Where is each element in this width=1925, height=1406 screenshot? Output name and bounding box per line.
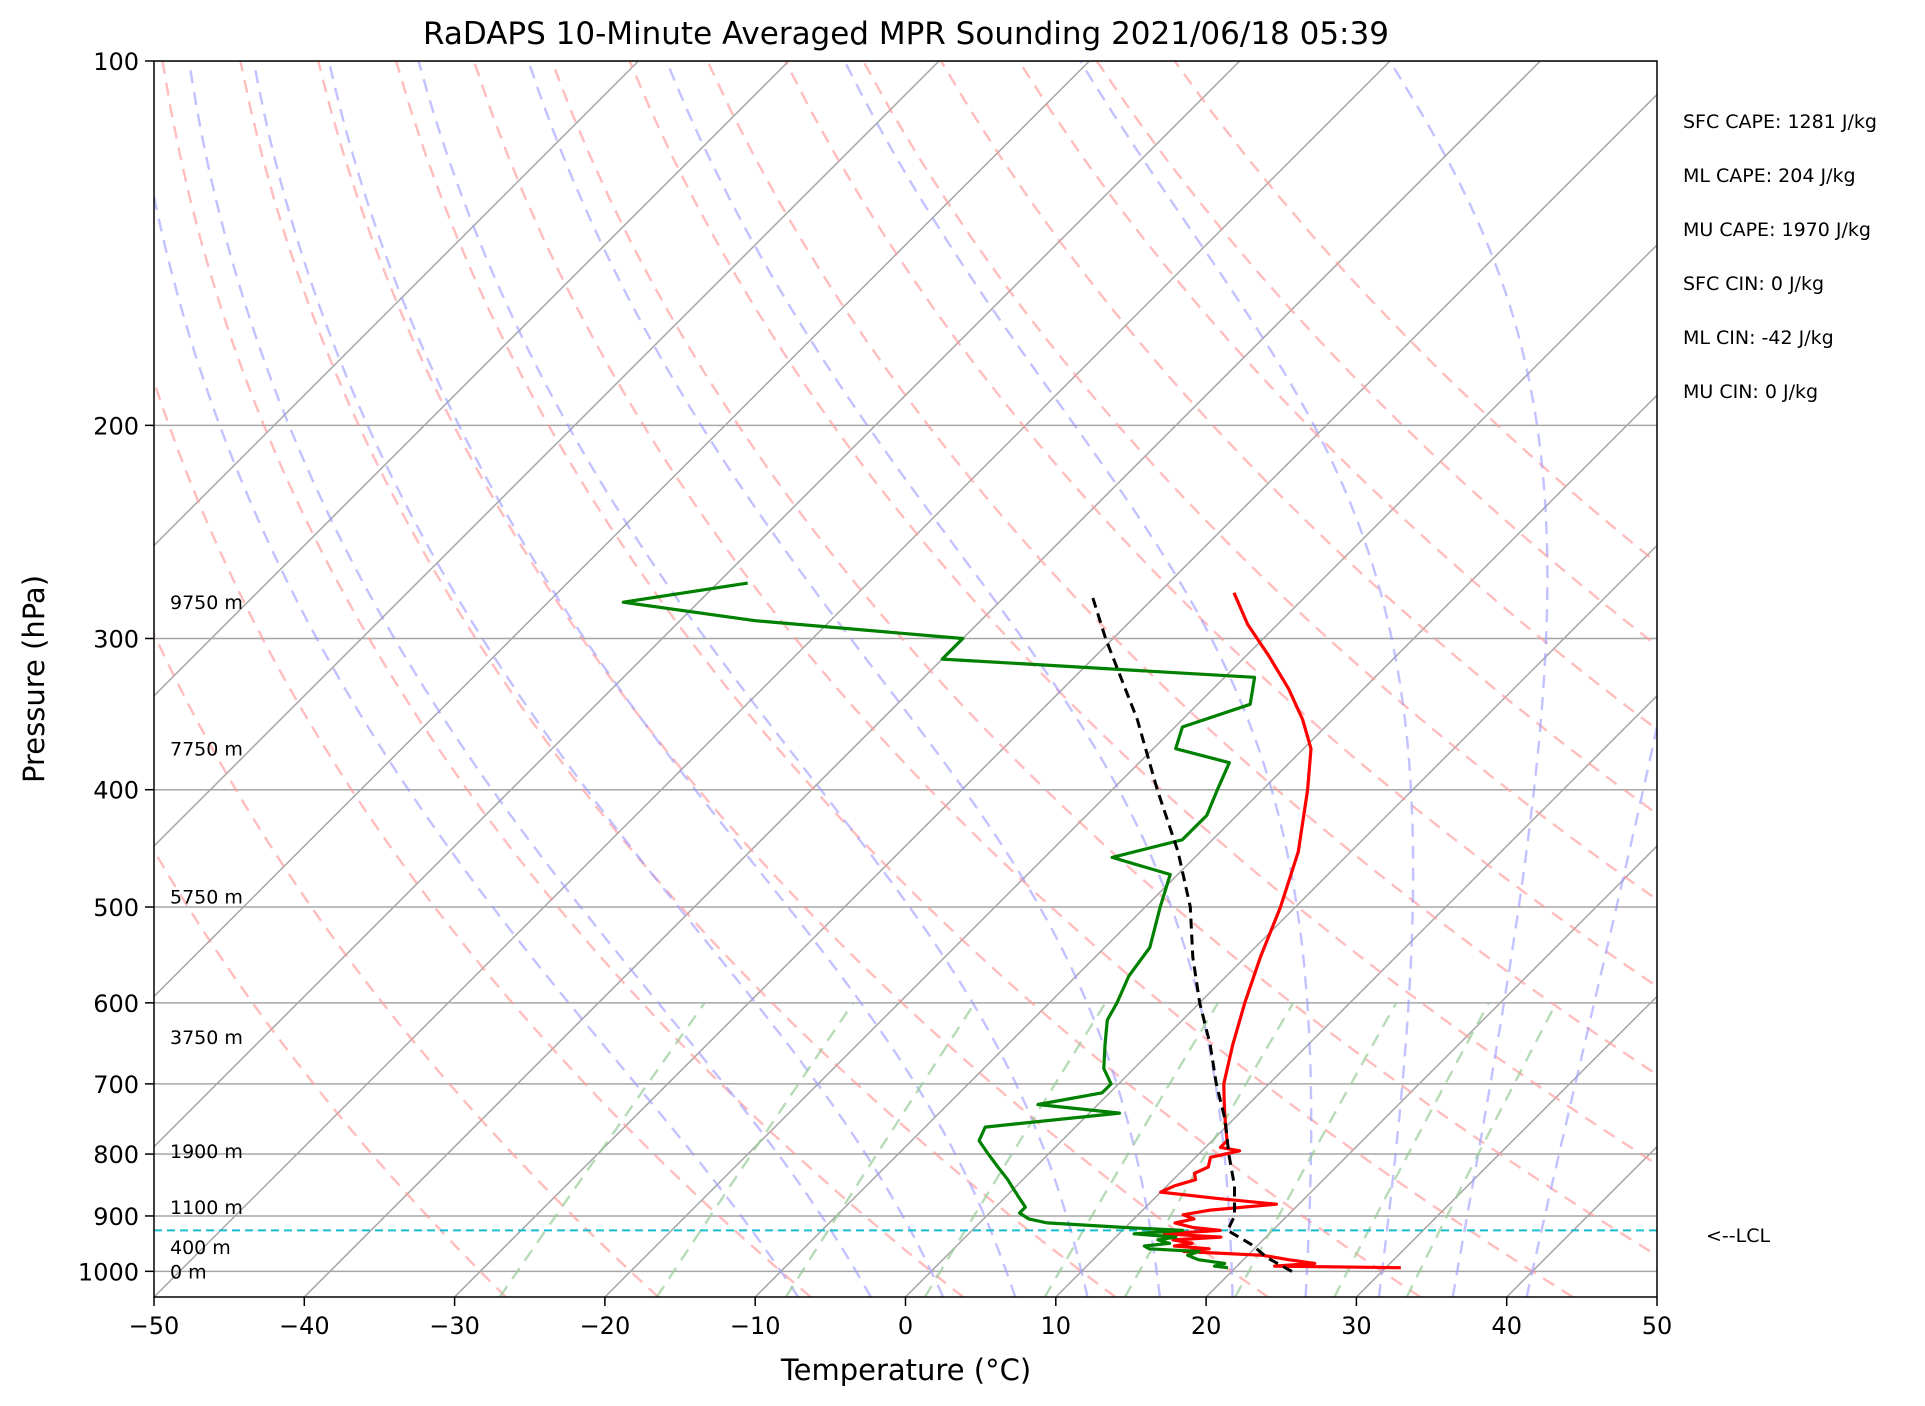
height-label: 3750 m	[170, 1027, 243, 1049]
isotherm-line	[154, 61, 940, 848]
height-label: 0 m	[170, 1261, 207, 1283]
y-axis-label: Pressure (hPa)	[17, 575, 51, 783]
dry-adiabat-line	[161, 61, 964, 1297]
moist-adiabat-line	[665, 61, 1234, 1297]
thermo-annotation: SFC CAPE: 1281 J/kg	[1683, 111, 1877, 133]
dry-adiabat-line	[1095, 61, 1657, 648]
isotherm-line	[154, 61, 790, 697]
dry-adiabat-line	[154, 377, 812, 1297]
y-tick-label: 900	[93, 1203, 139, 1231]
cape-cin-annotations: SFC CAPE: 1281 J/kg ML CAPE: 204 J/kg MU C…	[1683, 111, 1877, 403]
temperature-series	[1159, 592, 1401, 1270]
background-lines	[154, 61, 1657, 1297]
thermo-annotation: ML CIN: -42 J/kg	[1683, 327, 1834, 349]
x-tick-label: −10	[730, 1312, 781, 1340]
height-label: 9750 m	[170, 592, 243, 614]
x-tick-label: 20	[1191, 1312, 1222, 1340]
thermo-annotation: MU CAPE: 1970 J/kg	[1683, 219, 1871, 241]
moist-adiabat-line	[1079, 61, 1415, 1297]
lcl-label: <--LCL	[1706, 1225, 1770, 1247]
height-label: 5750 m	[170, 886, 243, 908]
height-label: 7750 m	[170, 739, 243, 761]
isotherm-line	[303, 61, 1541, 1297]
dry-adiabat-line	[1017, 61, 1657, 731]
dry-adiabat-line	[628, 61, 1657, 1166]
height-label: 1100 m	[170, 1197, 243, 1219]
height-label: 1900 m	[170, 1141, 243, 1163]
isotherm-line	[154, 61, 1241, 1148]
y-tick-label: 800	[93, 1141, 139, 1169]
moist-adiabat-line	[252, 61, 945, 1297]
x-tick-label: −20	[580, 1312, 631, 1340]
isotherm-line	[1355, 995, 1657, 1297]
isotherm-line	[1205, 845, 1657, 1297]
y-tick-label: 200	[93, 412, 139, 440]
parcel-profile-series	[1089, 592, 1293, 1273]
x-tick-label: 0	[898, 1312, 913, 1340]
y-tick-label: 100	[93, 48, 139, 76]
mixing-ratio-line	[1234, 1002, 1398, 1297]
mixing-ratio-line	[1043, 1002, 1220, 1297]
isotherm-line	[154, 61, 1391, 1297]
y-tick-label: 600	[93, 990, 139, 1018]
mixing-ratio-line	[923, 1002, 1107, 1297]
isotherm-line	[1055, 694, 1657, 1297]
isotherm-line	[1656, 1295, 1657, 1297]
dry-adiabat-line	[239, 61, 1117, 1297]
isotherm-line	[604, 243, 1657, 1297]
thermo-annotation: SFC CIN: 0 J/kg	[1683, 273, 1824, 295]
mixing-ratio-line	[655, 1002, 855, 1297]
isotherm-line	[904, 544, 1657, 1297]
x-axis-label: Temperature (°C)	[780, 1353, 1031, 1387]
mixing-ratio-line	[1333, 1002, 1490, 1297]
moist-adiabat-line	[843, 61, 1313, 1297]
x-tick-label: 50	[1642, 1312, 1673, 1340]
height-labels: 9750 m 7750 m 5750 m 3750 m 1900 m 1100 m 400 …	[170, 592, 243, 1283]
y-tick-label: 300	[93, 625, 139, 653]
height-label: 400 m	[170, 1237, 231, 1259]
isotherm-line	[454, 93, 1657, 1297]
x-tick-label: −30	[429, 1312, 480, 1340]
mixing-ratio-line	[1405, 1002, 1558, 1297]
moist-adiabat-line	[1525, 721, 1657, 1297]
moist-adiabat-line	[187, 61, 872, 1297]
moist-adiabat-line	[417, 61, 1089, 1297]
dry-adiabat-line	[862, 61, 1657, 902]
dry-adiabat-line	[706, 61, 1657, 1077]
dewpoint-series	[621, 581, 1257, 1270]
moist-adiabat-line	[327, 61, 1017, 1297]
chart-title: RaDAPS 10-Minute Averaged MPR Sounding 2…	[423, 16, 1389, 52]
thermo-annotation: ML CAPE: 204 J/kg	[1683, 165, 1856, 187]
x-axis: −50 −40 −30 −20 −10 0 10 20 30 40 50	[129, 1297, 1673, 1340]
y-axis: 100 200 300 400 500 600 700 800 900 1000	[78, 48, 154, 1286]
dry-adiabat-line	[550, 61, 1657, 1257]
y-tick-label: 1000	[78, 1258, 139, 1286]
dry-adiabat-line	[1173, 61, 1657, 565]
x-tick-label: 40	[1491, 1312, 1522, 1340]
dry-adiabat-line	[784, 61, 1657, 988]
isotherm-line	[154, 61, 1090, 998]
y-tick-label: 500	[93, 894, 139, 922]
dry-adiabat-line	[154, 848, 507, 1297]
y-tick-label: 400	[93, 777, 139, 805]
x-tick-label: −50	[129, 1312, 180, 1340]
x-tick-label: 30	[1341, 1312, 1372, 1340]
moist-adiabat-line	[154, 190, 800, 1297]
y-tick-label: 700	[93, 1071, 139, 1099]
x-tick-label: −40	[279, 1312, 330, 1340]
dry-adiabat-line	[472, 61, 1574, 1297]
data-series	[154, 581, 1657, 1273]
isotherm-line	[154, 61, 640, 547]
isotherm-line	[1506, 1145, 1657, 1297]
thermo-annotation: MU CIN: 0 J/kg	[1683, 381, 1818, 403]
dry-adiabat-line	[394, 61, 1422, 1297]
mixing-ratio-line	[498, 1002, 706, 1297]
dry-adiabat-line	[154, 631, 660, 1297]
dry-adiabat-line	[939, 61, 1657, 816]
mixing-ratio-line	[784, 1002, 976, 1297]
moist-adiabat-line	[527, 61, 1162, 1297]
x-tick-label: 10	[1041, 1312, 1072, 1340]
mixing-ratio-line	[1123, 1002, 1295, 1297]
